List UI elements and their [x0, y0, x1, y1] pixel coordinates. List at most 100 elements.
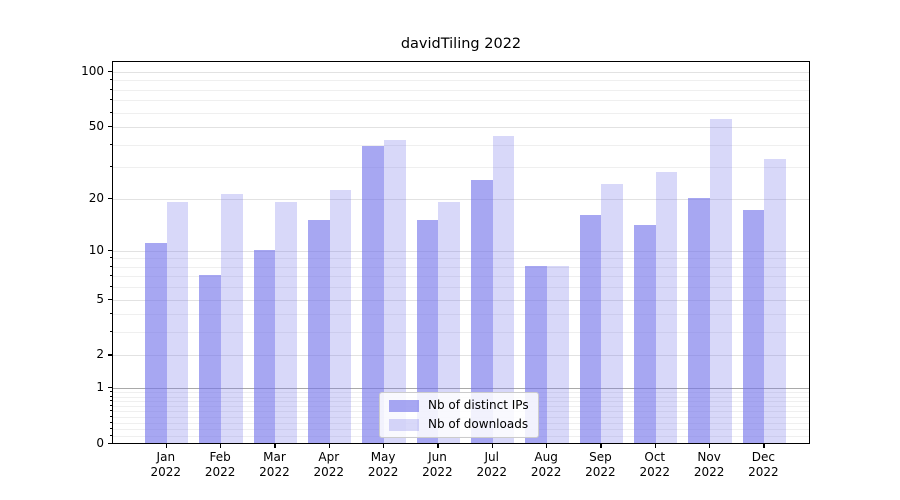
bar	[547, 265, 569, 443]
x-tick-label: Jan 2022	[150, 450, 182, 479]
x-tick-label: Feb 2022	[204, 450, 236, 479]
legend-swatch-downloads	[389, 418, 419, 431]
y-minor-tick-mark	[109, 111, 112, 113]
y-minor-tick-mark	[109, 286, 112, 288]
y-tick-mark	[107, 354, 112, 356]
x-tick-mark	[491, 444, 493, 448]
x-tick-label: Aug 2022	[530, 450, 562, 479]
minor-gridline	[113, 89, 809, 91]
x-tick-label: Jul 2022	[476, 450, 508, 479]
bar	[710, 118, 732, 443]
y-tick-mark	[107, 387, 112, 389]
x-tick-mark	[437, 444, 439, 448]
y-minor-tick-mark	[109, 410, 112, 412]
y-minor-tick-mark	[109, 421, 112, 423]
x-tick-mark	[763, 444, 765, 448]
legend-label-downloads: Nb of downloads	[428, 417, 529, 431]
x-tick-label: Oct 2022	[639, 450, 671, 479]
y-tick-label: 10	[88, 242, 104, 257]
bar	[601, 183, 624, 443]
major-gridline	[113, 299, 809, 301]
minor-gridline	[113, 100, 809, 102]
major-gridline	[113, 355, 809, 357]
minor-gridline	[113, 167, 809, 169]
minor-gridline	[113, 112, 809, 114]
legend: Nb of distinct IPs Nb of downloads	[379, 392, 539, 438]
x-tick-label: Apr 2022	[313, 450, 345, 479]
legend-label-distinct-ips: Nb of distinct IPs	[428, 398, 529, 412]
x-tick-mark	[709, 444, 711, 448]
y-tick-mark	[107, 126, 112, 128]
y-tick-mark	[107, 298, 112, 300]
minor-gridline	[113, 258, 809, 260]
bar	[253, 249, 276, 443]
x-tick-mark	[383, 444, 385, 448]
legend-entry-distinct-ips: Nb of distinct IPs	[389, 398, 529, 413]
legend-entry-downloads: Nb of downloads	[389, 417, 529, 432]
y-tick-mark	[107, 197, 112, 199]
y-tick-label: 20	[88, 190, 104, 205]
bar	[634, 224, 656, 443]
y-minor-tick-mark	[109, 313, 112, 315]
minor-gridline	[113, 266, 809, 268]
x-tick-label: Nov 2022	[693, 450, 725, 479]
x-tick-mark	[328, 444, 330, 448]
bar	[166, 201, 189, 443]
y-minor-tick-mark	[109, 428, 112, 430]
x-tick-label: May 2022	[367, 450, 399, 479]
x-tick-label: Sep 2022	[585, 450, 616, 479]
minor-gridline	[113, 332, 809, 334]
bar	[655, 171, 678, 443]
minor-gridline	[113, 314, 809, 316]
y-minor-tick-mark	[109, 400, 112, 402]
x-tick-mark	[220, 444, 222, 448]
x-tick-mark	[654, 444, 656, 448]
bar	[221, 193, 243, 443]
y-minor-tick-mark	[109, 331, 112, 333]
bar	[764, 158, 787, 443]
y-minor-tick-mark	[109, 166, 112, 168]
bar	[742, 210, 765, 443]
bar	[492, 136, 515, 443]
plot-area	[112, 61, 810, 444]
y-minor-tick-mark	[109, 143, 112, 145]
y-tick-mark	[107, 443, 112, 445]
bar	[471, 180, 493, 443]
y-tick-label: 2	[96, 347, 104, 362]
bar	[438, 201, 461, 443]
bar	[362, 145, 385, 443]
y-minor-tick-mark	[109, 405, 112, 407]
major-gridline	[113, 127, 809, 129]
bar	[329, 190, 352, 443]
minor-gridline	[113, 287, 809, 289]
x-tick-mark	[274, 444, 276, 448]
bar	[416, 219, 439, 443]
y-minor-tick-mark	[109, 265, 112, 267]
y-tick-label: 5	[96, 291, 104, 306]
bar	[579, 214, 602, 443]
y-minor-tick-mark	[109, 275, 112, 277]
y-tick-mark	[107, 249, 112, 251]
x-tick-label: Dec 2022	[748, 450, 779, 479]
bar	[145, 242, 167, 443]
major-gridline	[113, 72, 809, 74]
y-minor-tick-mark	[109, 435, 112, 437]
minor-gridline	[113, 276, 809, 278]
bar	[688, 197, 711, 443]
x-tick-mark	[165, 444, 167, 448]
major-gridline	[113, 250, 809, 252]
y-tick-label: 0	[96, 436, 104, 450]
minor-gridline	[113, 144, 809, 146]
x-tick-mark	[546, 444, 548, 448]
y-tick-label: 100	[81, 64, 104, 79]
x-tick-label: Mar 2022	[259, 450, 290, 479]
emphasized-gridline	[113, 388, 809, 390]
y-minor-tick-mark	[109, 88, 112, 90]
bar	[308, 219, 330, 443]
x-tick-mark	[600, 444, 602, 448]
y-tick-mark	[107, 71, 112, 73]
y-minor-tick-mark	[109, 395, 112, 397]
y-minor-tick-mark	[109, 391, 112, 393]
y-tick-label: 1	[96, 380, 104, 395]
